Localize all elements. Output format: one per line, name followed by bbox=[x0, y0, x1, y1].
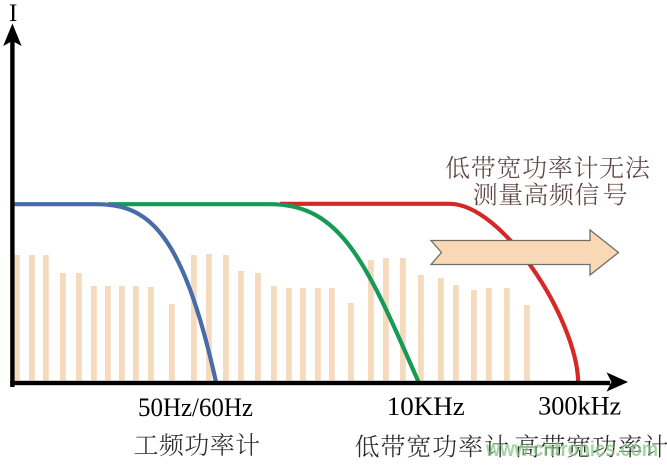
svg-text:I: I bbox=[9, 0, 17, 27]
svg-text:www.cntronics.com: www.cntronics.com bbox=[485, 437, 658, 461]
svg-text:300kHz: 300kHz bbox=[538, 392, 621, 421]
svg-text:10KHz: 10KHz bbox=[387, 392, 465, 421]
svg-text:50Hz/60Hz: 50Hz/60Hz bbox=[138, 393, 253, 422]
